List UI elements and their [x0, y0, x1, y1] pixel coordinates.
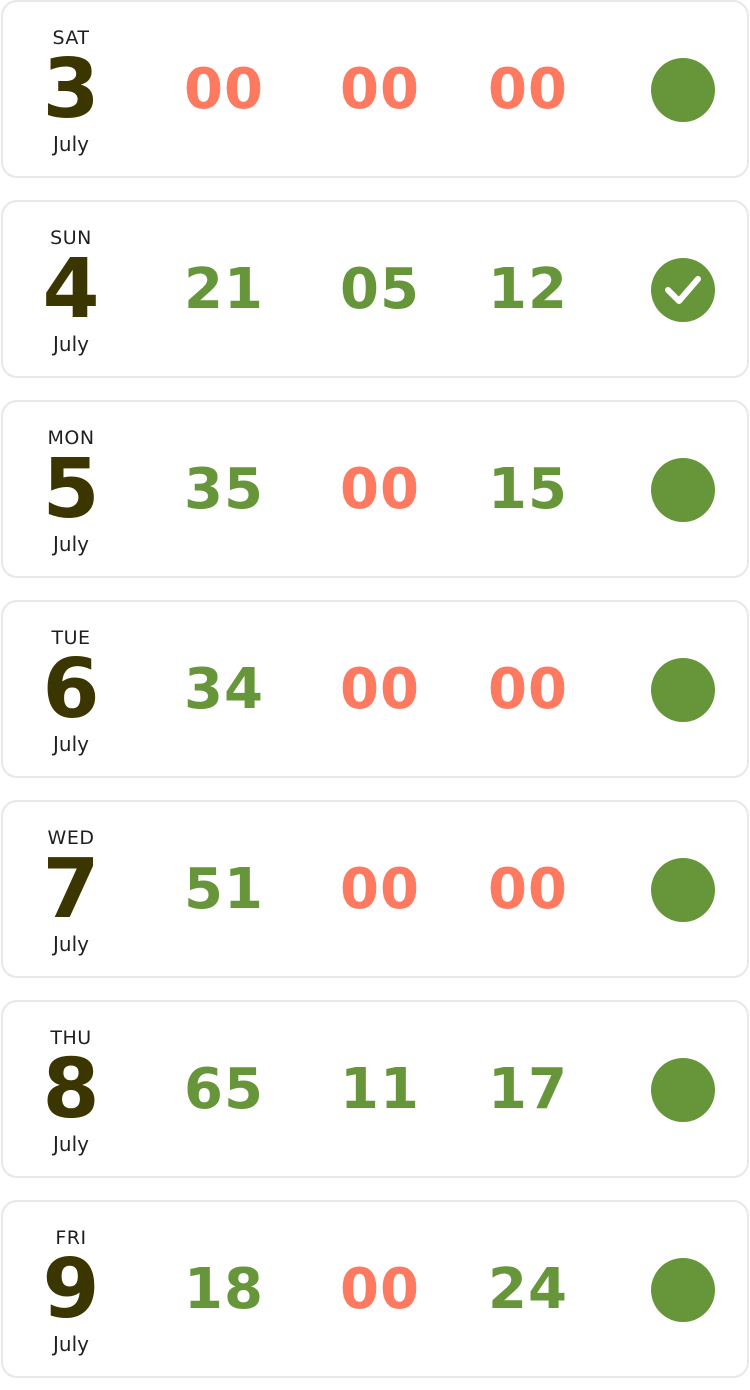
weekday-label: MON: [47, 427, 95, 449]
month-label: July: [53, 732, 89, 756]
stat-value-3: 00: [488, 57, 568, 122]
stat-value-1: 21: [184, 257, 264, 322]
stat-value-3: 00: [488, 857, 568, 922]
date-block: WED 7 July: [21, 802, 121, 976]
stat-value-1: 00: [184, 57, 264, 122]
status-dot-icon[interactable]: [651, 1058, 715, 1122]
date-block: SUN 4 July: [21, 202, 121, 376]
date-block: FRI 9 July: [21, 1202, 121, 1376]
stat-value-2: 00: [340, 857, 420, 922]
month-label: July: [53, 132, 89, 156]
stat-value-2: 05: [340, 257, 420, 322]
day-card[interactable]: SUN 4 July 21 05 12: [1, 200, 749, 378]
date-block: THU 8 July: [21, 1002, 121, 1176]
stat-value-3: 00: [488, 657, 568, 722]
date-block: SAT 3 July: [21, 2, 121, 176]
status-dot-icon[interactable]: [651, 58, 715, 122]
day-card[interactable]: MON 5 July 35 00 15: [1, 400, 749, 578]
stat-value-3: 24: [488, 1257, 568, 1322]
status-dot-icon[interactable]: [651, 1258, 715, 1322]
stat-value-2: 00: [340, 657, 420, 722]
stat-value-3: 12: [488, 257, 568, 322]
weekday-label: SUN: [50, 227, 92, 249]
day-number: 9: [42, 1242, 100, 1337]
month-label: July: [53, 932, 89, 956]
weekday-label: THU: [50, 1027, 92, 1049]
status-dot-icon[interactable]: [651, 858, 715, 922]
stat-value-2: 11: [340, 1057, 420, 1122]
stat-value-1: 65: [184, 1057, 264, 1122]
weekday-label: FRI: [55, 1227, 87, 1249]
month-label: July: [53, 1132, 89, 1156]
stat-value-2: 00: [340, 1257, 420, 1322]
date-block: MON 5 July: [21, 402, 121, 576]
day-number: 4: [42, 242, 100, 337]
day-card[interactable]: WED 7 July 51 00 00: [1, 800, 749, 978]
day-card[interactable]: SAT 3 July 00 00 00: [1, 0, 749, 178]
stat-value-1: 51: [184, 857, 264, 922]
stat-value-1: 18: [184, 1257, 264, 1322]
stat-value-2: 00: [340, 457, 420, 522]
day-number: 3: [42, 42, 100, 137]
stat-value-3: 17: [488, 1057, 568, 1122]
day-number: 8: [42, 1042, 100, 1137]
month-label: July: [53, 1332, 89, 1356]
day-number: 7: [42, 842, 100, 937]
date-block: TUE 6 July: [21, 602, 121, 776]
checkmark-icon[interactable]: [651, 258, 715, 322]
day-number: 6: [42, 642, 100, 737]
day-card[interactable]: TUE 6 July 34 00 00: [1, 600, 749, 778]
stat-value-2: 00: [340, 57, 420, 122]
weekday-label: WED: [47, 827, 95, 849]
day-card[interactable]: THU 8 July 65 11 17: [1, 1000, 749, 1178]
day-number: 5: [42, 442, 100, 537]
month-label: July: [53, 332, 89, 356]
stat-value-3: 15: [488, 457, 568, 522]
status-dot-icon[interactable]: [651, 658, 715, 722]
weekday-label: TUE: [51, 627, 91, 649]
stat-value-1: 34: [184, 657, 264, 722]
month-label: July: [53, 532, 89, 556]
status-dot-icon[interactable]: [651, 458, 715, 522]
stat-value-1: 35: [184, 457, 264, 522]
weekday-label: SAT: [52, 27, 90, 49]
day-card[interactable]: FRI 9 July 18 00 24: [1, 1200, 749, 1378]
